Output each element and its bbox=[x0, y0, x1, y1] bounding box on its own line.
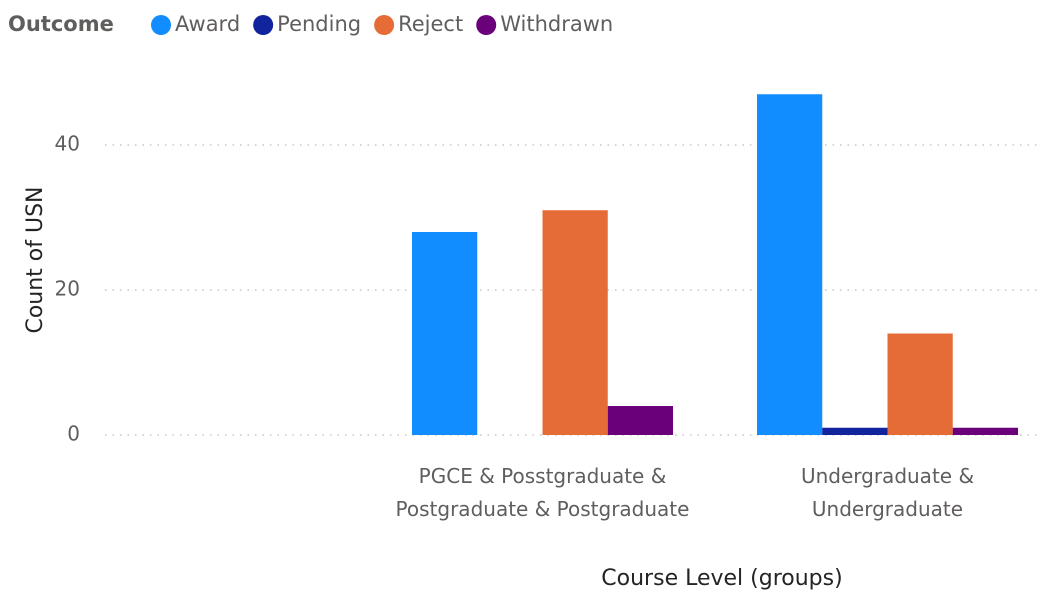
legend-label: Award bbox=[175, 12, 240, 36]
x-tick-label: PGCE & Posstgraduate & Postgraduate & Po… bbox=[395, 464, 690, 521]
y-tick-label: 40 bbox=[55, 132, 80, 156]
legend-marker bbox=[151, 15, 171, 35]
bar bbox=[822, 427, 888, 435]
bar bbox=[887, 333, 953, 435]
y-axis-title: Count of USN bbox=[23, 186, 48, 333]
legend-marker bbox=[476, 15, 497, 35]
bar bbox=[542, 210, 608, 435]
bar bbox=[607, 406, 673, 435]
bar bbox=[412, 232, 478, 435]
legend-label: Withdrawn bbox=[500, 12, 613, 36]
legend-marker bbox=[374, 15, 395, 35]
legend-title: Outcome bbox=[8, 12, 114, 36]
y-tick-label: 0 bbox=[67, 422, 80, 446]
x-axis-title: Course Level (groups) bbox=[601, 566, 842, 591]
legend-label: Reject bbox=[398, 12, 463, 36]
x-tick-label: Undergraduate & Undergraduate bbox=[800, 464, 975, 521]
legend-marker bbox=[253, 15, 274, 35]
bar bbox=[952, 427, 1018, 435]
bar bbox=[757, 94, 823, 435]
y-tick-label: 20 bbox=[55, 277, 80, 301]
legend-label: Pending bbox=[277, 12, 361, 36]
